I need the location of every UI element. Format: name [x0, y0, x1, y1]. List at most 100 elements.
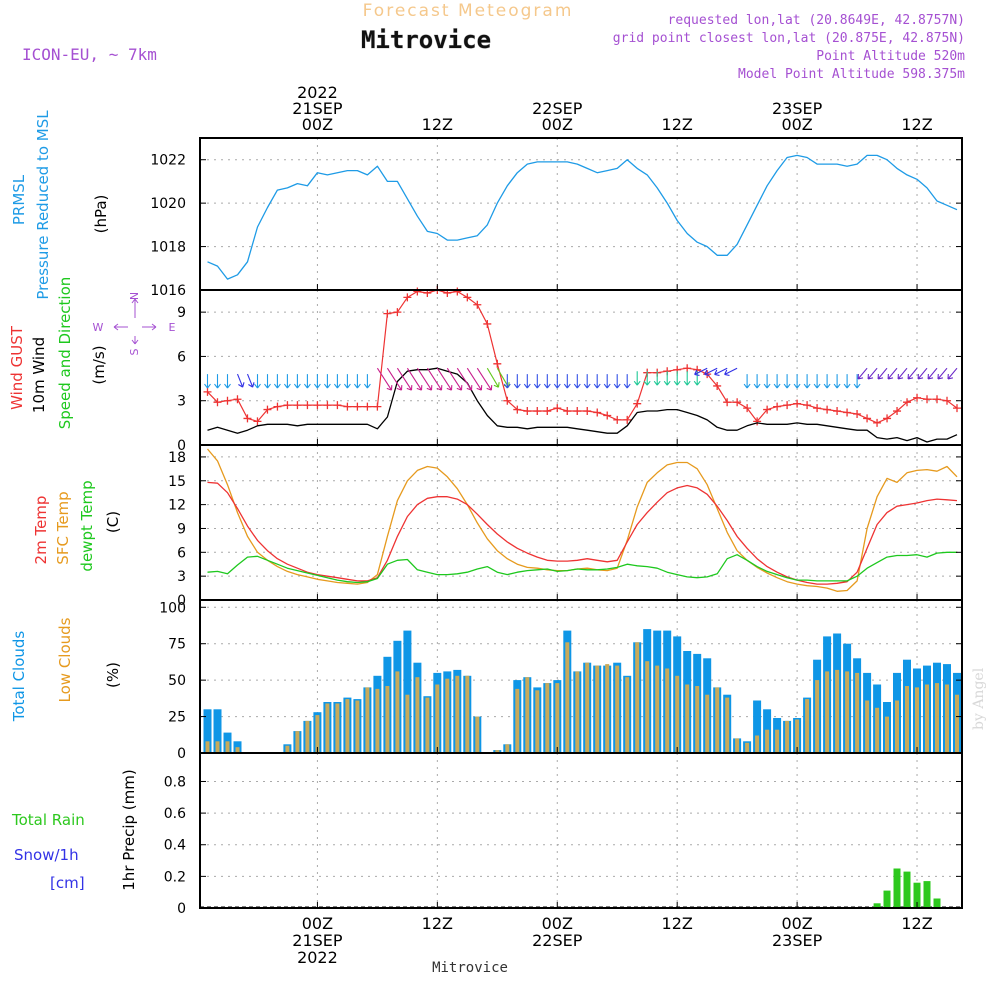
model-label: ICON-EU, ~ 7km: [22, 45, 157, 64]
low-cloud-bar: [935, 683, 939, 753]
y-tick-label: 1020: [150, 196, 186, 212]
wind-direction-arrow: [456, 367, 473, 391]
low-cloud-bar: [505, 744, 510, 753]
gust-point: [313, 401, 322, 410]
rain-bar: [893, 868, 901, 908]
wind-direction-arrow: [833, 374, 841, 389]
gust-point: [373, 402, 382, 411]
gust-point: [473, 300, 482, 309]
low-cloud-bar: [865, 700, 870, 753]
wind-direction-arrow: [214, 374, 221, 389]
gust-point: [263, 405, 272, 414]
wind-direction-arrow: [303, 374, 311, 389]
gust-label: Wind GUST: [8, 325, 26, 410]
low-cloud-bar: [745, 742, 750, 753]
gust-point: [553, 404, 562, 413]
panel-frame-precip: [199, 752, 963, 909]
wind-direction-arrow: [937, 367, 948, 380]
gust-point: [523, 407, 532, 416]
wind-direction-arrow: [204, 374, 211, 389]
low-cloud-bar: [565, 642, 570, 753]
low-cloud-bar: [465, 675, 470, 753]
wind-direction-arrow: [704, 367, 718, 376]
total-cloud-bar: [403, 630, 412, 753]
bottom-time-label: 21SEP: [292, 931, 343, 950]
top-time-label: 22SEP: [532, 99, 583, 118]
sfc-temp-label: SFC Temp: [54, 491, 72, 564]
wind-direction-arrow: [503, 374, 511, 389]
y-tick-label: 0: [177, 746, 186, 762]
wind-direction-arrow: [813, 374, 821, 389]
top-time-label: 12Z: [662, 115, 693, 134]
low-cloud-bar: [655, 665, 660, 753]
gust-point: [953, 404, 962, 413]
y-tick-label: 0: [177, 438, 186, 454]
snow-label: Snow/1h: [14, 846, 79, 864]
low-cloud-bar: [735, 738, 740, 753]
wind-direction-arrow: [603, 374, 611, 389]
wind-direction-arrow: [887, 367, 898, 380]
compass-rose-icon: [113, 298, 157, 345]
low-cloud-bar: [535, 690, 540, 753]
low-cloud-bar: [335, 703, 340, 753]
wind-direction-arrow: [343, 374, 351, 389]
gust-point: [453, 287, 462, 296]
wind-direction-arrow: [246, 373, 255, 388]
bottom-time-label: 12Z: [662, 914, 693, 933]
low-cloud-bar: [415, 677, 420, 753]
snow-unit-label: [cm]: [50, 874, 85, 892]
wind-direction-arrow: [763, 374, 771, 389]
compass-e: E: [169, 321, 176, 334]
bottom-time-label: 2022: [297, 948, 338, 967]
gust-point: [323, 401, 332, 410]
gust-point: [303, 401, 312, 410]
low-cloud-bar: [285, 745, 290, 753]
y-tick-label: 3: [177, 394, 186, 410]
y-tick-label: 12: [168, 498, 186, 514]
panel-frame-pressure: [199, 137, 963, 291]
dewpt-label: dewpt Temp: [78, 480, 96, 571]
wind-direction-arrow: [947, 367, 958, 380]
side-labels: PRMSL Pressure Reduced to MSL (hPa) Wind GU…: [8, 110, 176, 892]
pressure-unit: (hPa): [92, 195, 110, 234]
wind-direction-arrow: [283, 374, 291, 389]
low-cloud-bar: [855, 672, 860, 753]
wind-direction-arrow: [714, 367, 728, 376]
wind-direction-arrow: [416, 367, 433, 391]
wind-direction-arrow: [523, 374, 531, 389]
model-altitude: Model Point Altitude 598.375m: [738, 67, 965, 82]
wind-direction-arrow: [476, 367, 493, 391]
gust-point: [763, 405, 772, 414]
y-tick-label: 3: [177, 569, 186, 585]
y-tick-label: 6: [177, 349, 186, 365]
gust-point: [353, 402, 362, 411]
low-cloud-bar: [675, 675, 680, 753]
low-cloud-bar: [455, 675, 460, 753]
wind-direction-arrow: [363, 374, 371, 389]
rain-bar: [923, 881, 931, 908]
low-cloud-bar: [695, 686, 700, 753]
low-cloud-bar: [225, 741, 230, 753]
wind-direction-arrow: [633, 371, 641, 386]
wind-direction-arrow: [333, 374, 341, 389]
requested-coords: requested lon,lat (20.8649E, 42.8757N): [668, 13, 965, 28]
gust-point: [253, 417, 262, 426]
wind-label: 10m Wind: [30, 337, 48, 413]
gust-point: [363, 402, 372, 411]
wind-direction-arrow: [323, 374, 331, 389]
wind-direction-arrow: [396, 367, 413, 391]
gust-point: [203, 387, 212, 396]
low-cloud-bar: [355, 700, 360, 753]
dewpt-line: [207, 551, 957, 584]
rain-bar: [933, 898, 941, 908]
wind-direction-arrow: [224, 374, 231, 389]
wind-direction-arrow: [724, 367, 738, 376]
rain-bar: [913, 882, 921, 908]
panel-frame-temp: [199, 444, 963, 601]
gust-point: [823, 405, 832, 414]
wind-direction-arrow: [386, 367, 403, 391]
low-cloud-bar: [435, 684, 440, 753]
wind-direction-arrow: [264, 374, 271, 389]
wind-direction-arrow: [857, 367, 868, 380]
